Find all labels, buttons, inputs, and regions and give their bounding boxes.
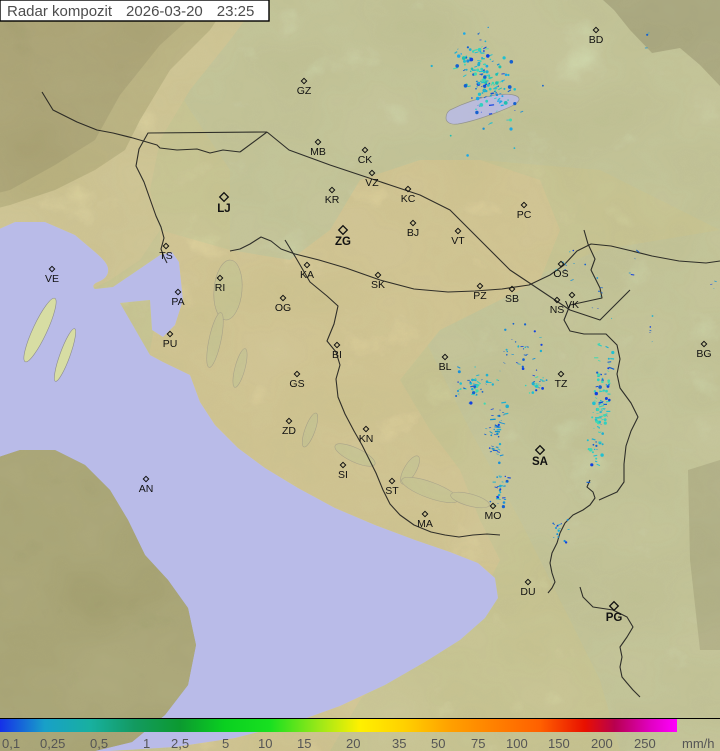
svg-text:NS: NS (550, 304, 565, 316)
svg-text:150: 150 (548, 736, 570, 751)
svg-text:5: 5 (222, 736, 229, 751)
svg-text:SB: SB (505, 293, 519, 305)
svg-text:CK: CK (358, 154, 373, 166)
svg-text:PA: PA (171, 296, 184, 308)
svg-text:PC: PC (517, 209, 532, 221)
svg-text:PZ: PZ (473, 290, 487, 302)
svg-text:75: 75 (471, 736, 485, 751)
svg-text:ZD: ZD (282, 425, 296, 437)
svg-text:250: 250 (634, 736, 656, 751)
svg-text:MO: MO (485, 510, 502, 522)
svg-text:0,5: 0,5 (90, 736, 108, 751)
svg-text:1: 1 (143, 736, 150, 751)
svg-text:100: 100 (506, 736, 528, 751)
svg-text:PG: PG (606, 612, 623, 624)
svg-text:LJ: LJ (217, 203, 230, 215)
svg-text:BG: BG (696, 348, 711, 360)
svg-text:ST: ST (385, 485, 399, 497)
svg-text:KR: KR (325, 194, 340, 206)
svg-text:ZG: ZG (335, 236, 351, 248)
svg-text:KC: KC (401, 193, 416, 205)
svg-text:TS: TS (159, 250, 172, 262)
svg-text:50: 50 (431, 736, 445, 751)
svg-text:15: 15 (297, 736, 311, 751)
svg-text:TZ: TZ (555, 378, 568, 390)
svg-text:200: 200 (591, 736, 613, 751)
svg-text:BJ: BJ (407, 227, 419, 239)
svg-text:2,5: 2,5 (171, 736, 189, 751)
svg-text:SK: SK (371, 279, 385, 291)
svg-text:OS: OS (553, 268, 568, 280)
svg-text:VT: VT (451, 235, 465, 247)
svg-text:DU: DU (520, 586, 535, 598)
svg-text:MB: MB (310, 146, 326, 158)
svg-text:MA: MA (417, 518, 433, 530)
svg-text:PU: PU (163, 338, 178, 350)
svg-text:mm/h: mm/h (682, 736, 715, 751)
svg-text:VE: VE (45, 273, 59, 285)
svg-text:BI: BI (332, 349, 342, 361)
svg-text:0,25: 0,25 (40, 736, 65, 751)
svg-text:BD: BD (589, 34, 604, 46)
svg-text:KA: KA (300, 269, 314, 281)
svg-text:GZ: GZ (297, 85, 312, 97)
svg-text:VK: VK (565, 299, 579, 311)
svg-text:VZ: VZ (365, 177, 379, 189)
svg-text:SI: SI (338, 469, 348, 481)
svg-text:RI: RI (215, 282, 226, 294)
svg-text:BL: BL (439, 361, 452, 373)
svg-text:SA: SA (532, 456, 548, 468)
svg-text:10: 10 (258, 736, 272, 751)
svg-text:AN: AN (139, 483, 154, 495)
svg-text:KN: KN (359, 433, 374, 445)
svg-text:35: 35 (392, 736, 406, 751)
svg-text:0,1: 0,1 (2, 736, 20, 751)
svg-text:GS: GS (289, 378, 304, 390)
svg-text:20: 20 (346, 736, 360, 751)
svg-text:OG: OG (275, 302, 291, 314)
